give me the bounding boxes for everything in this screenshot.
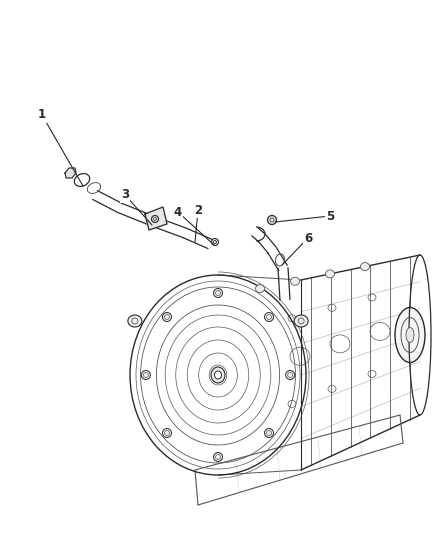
- Ellipse shape: [268, 215, 276, 224]
- Ellipse shape: [406, 327, 414, 343]
- Text: 2: 2: [194, 204, 202, 216]
- Ellipse shape: [128, 315, 142, 327]
- Text: 6: 6: [304, 231, 312, 245]
- Polygon shape: [145, 207, 167, 230]
- Ellipse shape: [213, 453, 223, 462]
- Text: 4: 4: [174, 206, 182, 219]
- Ellipse shape: [325, 270, 335, 278]
- Ellipse shape: [211, 367, 225, 383]
- Ellipse shape: [212, 238, 219, 246]
- Ellipse shape: [360, 263, 370, 271]
- Ellipse shape: [294, 315, 308, 327]
- Ellipse shape: [265, 312, 273, 321]
- Ellipse shape: [395, 308, 425, 362]
- Ellipse shape: [255, 285, 265, 293]
- Text: 3: 3: [121, 189, 129, 201]
- Ellipse shape: [162, 312, 171, 321]
- Text: 5: 5: [326, 209, 334, 222]
- Ellipse shape: [141, 370, 150, 379]
- Polygon shape: [65, 168, 76, 178]
- Text: 1: 1: [38, 109, 46, 122]
- Ellipse shape: [286, 370, 295, 379]
- Ellipse shape: [215, 371, 222, 379]
- Ellipse shape: [152, 215, 159, 222]
- Ellipse shape: [265, 429, 273, 438]
- Ellipse shape: [213, 288, 223, 297]
- Ellipse shape: [162, 429, 171, 438]
- Ellipse shape: [290, 277, 300, 285]
